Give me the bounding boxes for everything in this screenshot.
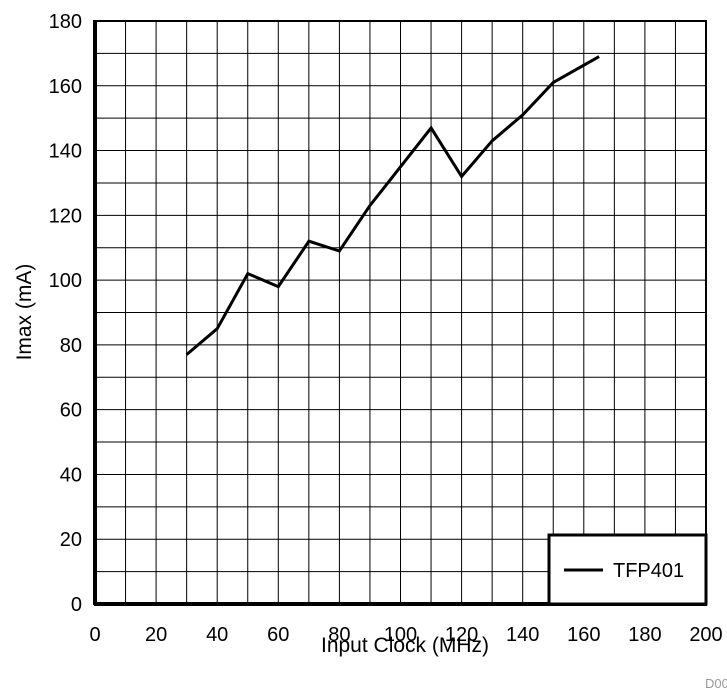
x-tick-label: 0 xyxy=(89,624,100,646)
x-axis-title: Input Clock (MHz) xyxy=(321,634,489,657)
y-tick-label: 180 xyxy=(49,11,82,33)
x-tick-label: 40 xyxy=(206,624,228,646)
x-tick-label: 140 xyxy=(506,624,539,646)
y-tick-labels: 0 20 40 60 80 100 120 140 160 180 xyxy=(49,11,82,616)
y-tick-label: 0 xyxy=(71,594,82,616)
y-axis-title: Imax (mA) xyxy=(13,264,36,361)
legend: TFP401 xyxy=(547,533,708,606)
figure-id: D00 xyxy=(705,676,727,690)
grid-lines xyxy=(95,21,706,604)
x-tick-label: 200 xyxy=(689,624,722,646)
y-tick-label: 160 xyxy=(49,76,82,98)
x-tick-label: 100 xyxy=(384,624,417,646)
legend-label-tfp401: TFP401 xyxy=(613,560,684,582)
x-tick-label: 120 xyxy=(445,624,478,646)
x-tick-label: 180 xyxy=(628,624,661,646)
y-tick-label: 120 xyxy=(49,205,82,227)
x-tick-label: 80 xyxy=(328,624,350,646)
y-tick-label: 40 xyxy=(60,464,82,486)
y-tick-label: 20 xyxy=(60,529,82,551)
y-tick-label: 80 xyxy=(60,335,82,357)
y-tick-label: 100 xyxy=(49,270,82,292)
x-tick-labels: 0 20 40 60 80 100 120 140 160 180 200 xyxy=(89,624,722,646)
series-layer xyxy=(185,55,600,356)
x-tick-label: 60 xyxy=(267,624,289,646)
y-tick-label: 60 xyxy=(60,400,82,422)
x-tick-label: 20 xyxy=(145,624,167,646)
y-tick-label: 140 xyxy=(49,141,82,163)
series-line-tfp401 xyxy=(185,55,600,356)
x-tick-label: 160 xyxy=(567,624,600,646)
